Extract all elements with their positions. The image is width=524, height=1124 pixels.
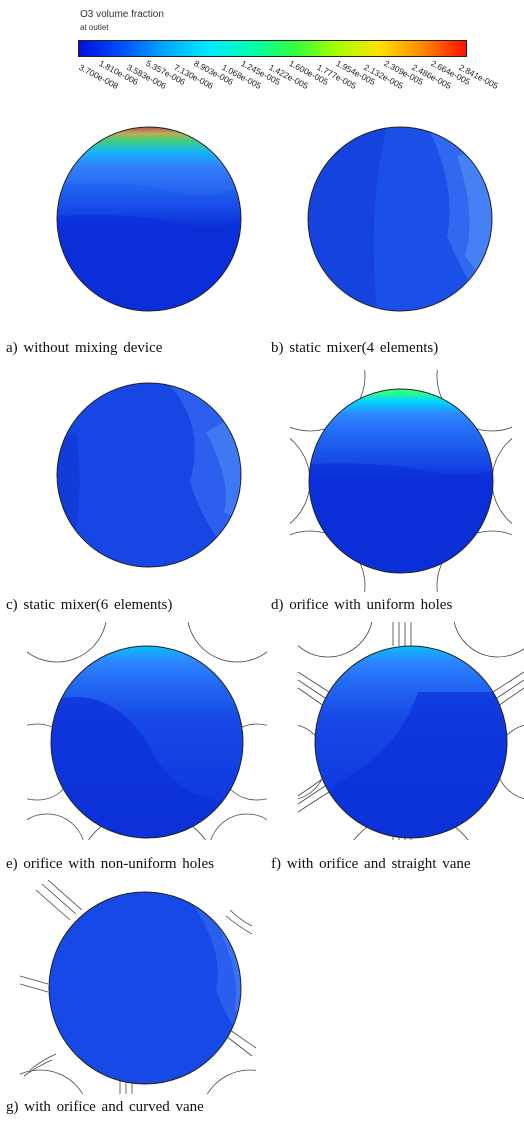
panel-b-contour: [307, 126, 493, 312]
panel-a-contour: [56, 126, 242, 312]
caption-d: d) orifice with uniform holes: [271, 597, 453, 613]
contour-plot-e: [27, 622, 267, 840]
caption-a: a) without mixing device: [6, 340, 163, 356]
contour-plot-g: [20, 880, 256, 1094]
caption-b: b) static mixer(4 elements): [271, 340, 439, 356]
legend-title: O3 volume fraction: [80, 9, 164, 20]
panel-e-contour: [27, 622, 267, 840]
color-scale-bar: [78, 40, 467, 57]
panel-f-contour: [298, 622, 524, 840]
contour-plot-d: [290, 370, 512, 592]
color-scale-ticks: 3.700e-008 1.810e-006 3.583e-006 5.357e-006…: [0, 0, 524, 120]
panel-d-contour: [290, 370, 512, 592]
contour-plot-b: [307, 126, 493, 312]
contour-plot-a: [56, 126, 242, 312]
panel-g-contour: [20, 880, 256, 1094]
contour-plot-c: [56, 382, 242, 568]
legend-subtitle: at outlet: [80, 23, 109, 32]
contour-plot-f: [298, 622, 524, 840]
caption-c: c) static mixer(6 elements): [6, 597, 173, 613]
caption-e: e) orifice with non-uniform holes: [6, 856, 214, 872]
panel-c-contour: [56, 382, 242, 568]
caption-f: f) with orifice and straight vane: [271, 856, 471, 872]
caption-g: g) with orifice and curved vane: [6, 1099, 204, 1115]
